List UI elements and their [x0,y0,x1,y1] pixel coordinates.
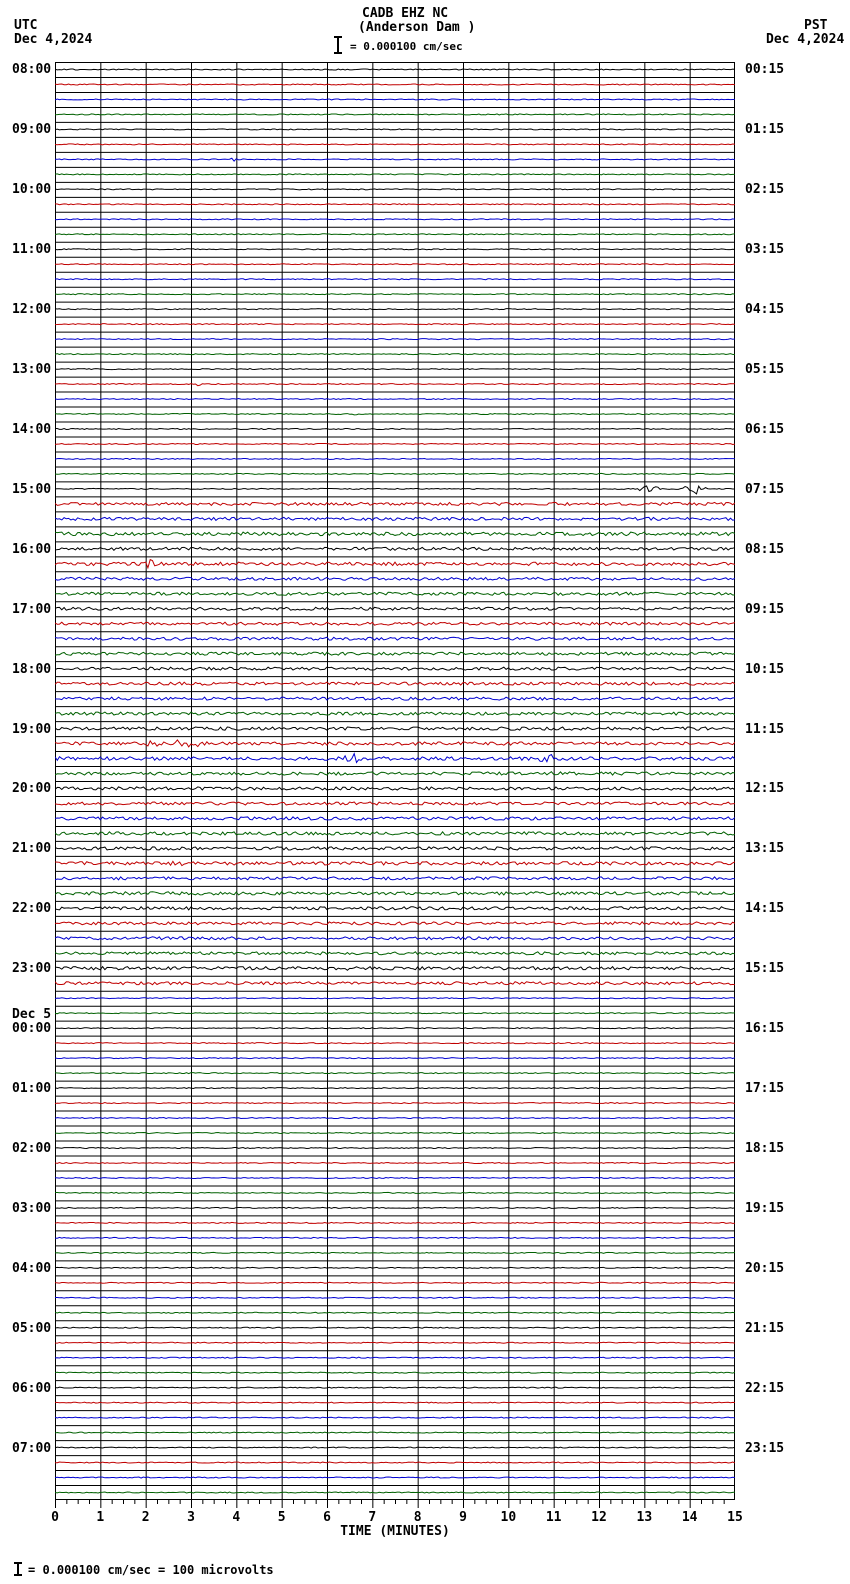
pst-hour-label: 02:15 [745,182,784,197]
x-tick-label: 6 [323,1510,331,1525]
utc-hour-label: 08:00 [12,62,51,77]
utc-hour-label: 19:00 [12,722,51,737]
pst-hour-label: 15:15 [745,961,784,976]
station-name: (Anderson Dam ) [358,20,475,35]
x-tick-label: 4 [232,1510,240,1525]
x-tick-label: 13 [637,1510,653,1525]
x-tick-label: 11 [546,1510,562,1525]
pst-hour-label: 05:15 [745,362,784,377]
utc-hour-label: 16:00 [12,542,51,557]
x-tick-label: 14 [682,1510,698,1525]
pst-hour-label: 21:15 [745,1321,784,1336]
utc-hour-label: 11:00 [12,242,51,257]
pst-hour-label: 06:15 [745,422,784,437]
x-tick-label: 2 [142,1510,150,1525]
footer-scale-bar-icon [12,1562,24,1576]
pst-hour-label: 07:15 [745,482,784,497]
pst-hour-label: 17:15 [745,1081,784,1096]
utc-hour-label: 13:00 [12,362,51,377]
x-axis-title: TIME (MINUTES) [340,1524,450,1539]
utc-hour-label: 07:00 [12,1441,51,1456]
pst-hour-label: 04:15 [745,302,784,317]
utc-hour-label: 10:00 [12,182,51,197]
utc-hour-label: 15:00 [12,482,51,497]
utc-hour-label: 17:00 [12,602,51,617]
x-tick-label: 15 [727,1510,743,1525]
utc-hour-label: 06:00 [12,1381,51,1396]
pst-hour-label: 20:15 [745,1261,784,1276]
utc-hour-label: 03:00 [12,1201,51,1216]
utc-hour-label: 20:00 [12,781,51,796]
x-tick-label: 5 [278,1510,286,1525]
utc-hour-label: 14:00 [12,422,51,437]
pst-hour-label: 10:15 [745,662,784,677]
utc-hour-label: 23:00 [12,961,51,976]
utc-hour-label: 05:00 [12,1321,51,1336]
x-tick-label: 8 [414,1510,422,1525]
pst-hour-label: 13:15 [745,841,784,856]
utc-label: UTC [14,18,37,33]
footer-text: = 0.000100 cm/sec = 100 microvolts [28,1563,274,1577]
x-tick-label: 7 [368,1510,376,1525]
station-code: CADB EHZ NC [362,6,448,21]
pst-hour-label: 18:15 [745,1141,784,1156]
utc-hour-label: 00:00 [12,1021,51,1036]
x-tick-label: 1 [96,1510,104,1525]
utc-hour-label: 09:00 [12,122,51,137]
x-tick-label: 9 [459,1510,467,1525]
utc-hour-label: 18:00 [12,662,51,677]
pst-hour-label: 01:15 [745,122,784,137]
utc-hour-label: 02:00 [12,1141,51,1156]
utc-date: Dec 4,2024 [14,32,92,47]
pst-hour-label: 14:15 [745,901,784,916]
x-tick-label: 3 [187,1510,195,1525]
pst-hour-label: 09:15 [745,602,784,617]
pst-hour-label: 22:15 [745,1381,784,1396]
utc-hour-label: 01:00 [12,1081,51,1096]
utc-date-prefix: Dec 5 [12,1007,51,1022]
pst-hour-label: 16:15 [745,1021,784,1036]
pst-hour-label: 19:15 [745,1201,784,1216]
utc-hour-label: 21:00 [12,841,51,856]
pst-hour-label: 00:15 [745,62,784,77]
pst-label: PST [804,18,827,33]
x-tick-label: 0 [51,1510,59,1525]
pst-hour-label: 08:15 [745,542,784,557]
x-tick-label: 10 [501,1510,517,1525]
scale-bar-icon [332,36,344,54]
pst-hour-label: 12:15 [745,781,784,796]
seismogram-chart [55,62,735,1530]
pst-date: Dec 4,2024 [766,32,844,47]
utc-hour-label: 12:00 [12,302,51,317]
pst-hour-label: 23:15 [745,1441,784,1456]
utc-hour-label: 22:00 [12,901,51,916]
scale-text: = 0.000100 cm/sec [350,40,463,53]
utc-hour-label: 04:00 [12,1261,51,1276]
pst-hour-label: 11:15 [745,722,784,737]
pst-hour-label: 03:15 [745,242,784,257]
x-tick-label: 12 [591,1510,607,1525]
